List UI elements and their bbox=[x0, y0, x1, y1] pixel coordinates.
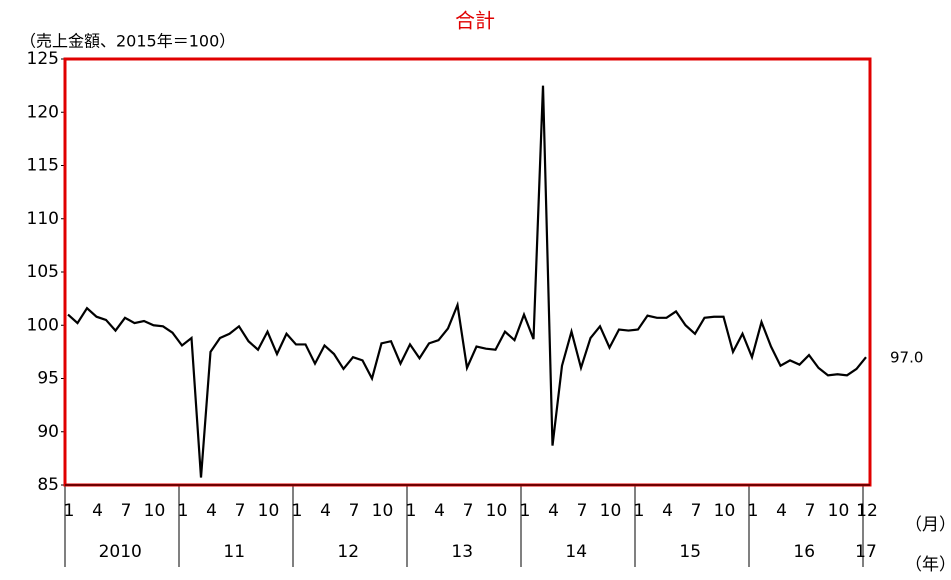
x-tick-label: 1 bbox=[520, 501, 531, 521]
x-tick-label: 10 bbox=[144, 501, 166, 521]
y-tick-label: 95 bbox=[37, 369, 59, 389]
x-tick-label: 7 bbox=[121, 501, 132, 521]
x-tick-label: 10 bbox=[714, 501, 736, 521]
x-tick-label: 1 bbox=[748, 501, 759, 521]
x-tick-label: 4 bbox=[320, 501, 331, 521]
y-tick-label: 90 bbox=[37, 422, 59, 442]
x-tick-label: 12 bbox=[856, 501, 878, 521]
x-tick-label: 7 bbox=[349, 501, 360, 521]
plot-frame bbox=[63, 57, 872, 487]
x-tick-label: 1 bbox=[292, 501, 303, 521]
x-tick-label: 10 bbox=[258, 501, 280, 521]
year-label: 13 bbox=[451, 542, 473, 562]
x-tick-label: 1 bbox=[64, 501, 75, 521]
year-label: 16 bbox=[793, 542, 815, 562]
x-tick-label: 1 bbox=[406, 501, 417, 521]
year-axis-label: （年） bbox=[905, 555, 951, 575]
x-tick-label: 10 bbox=[828, 501, 850, 521]
data-line bbox=[67, 85, 867, 478]
y-tick-label: 115 bbox=[27, 156, 59, 176]
x-tick-label: 4 bbox=[434, 501, 445, 521]
value-label: 97.0 bbox=[890, 349, 923, 367]
year-label: 2010 bbox=[99, 542, 142, 562]
x-axis-label: （月） bbox=[905, 515, 951, 535]
x-tick-label: 4 bbox=[92, 501, 103, 521]
x-tick-label: 10 bbox=[372, 501, 394, 521]
x-tick-label: 1 bbox=[178, 501, 189, 521]
x-tick-label: 10 bbox=[600, 501, 622, 521]
y-tick-label: 105 bbox=[27, 262, 59, 282]
x-tick-label: 1 bbox=[634, 501, 645, 521]
y-axis-label: （売上金額、2015年＝100） bbox=[20, 32, 235, 51]
x-tick-label: 7 bbox=[235, 501, 246, 521]
y-tick-label: 120 bbox=[27, 102, 59, 122]
year-label: 17 bbox=[855, 542, 877, 562]
year-label: 11 bbox=[223, 542, 245, 562]
x-tick-label: 4 bbox=[548, 501, 559, 521]
y-tick-label: 100 bbox=[27, 315, 59, 335]
x-tick-label: 10 bbox=[486, 501, 508, 521]
y-tick-label: 125 bbox=[27, 49, 59, 69]
y-tick-label: 110 bbox=[27, 209, 59, 229]
year-label: 15 bbox=[679, 542, 701, 562]
x-tick-label: 7 bbox=[577, 501, 588, 521]
x-tick-label: 7 bbox=[463, 501, 474, 521]
chart-title: 合計 bbox=[455, 9, 495, 33]
x-tick-label: 7 bbox=[805, 501, 816, 521]
x-tick-label: 4 bbox=[776, 501, 787, 521]
year-label: 12 bbox=[337, 542, 359, 562]
x-tick-label: 4 bbox=[206, 501, 217, 521]
y-tick-label: 85 bbox=[37, 475, 59, 495]
x-tick-label: 4 bbox=[662, 501, 673, 521]
x-tick-label: 7 bbox=[691, 501, 702, 521]
year-label: 14 bbox=[565, 542, 587, 562]
